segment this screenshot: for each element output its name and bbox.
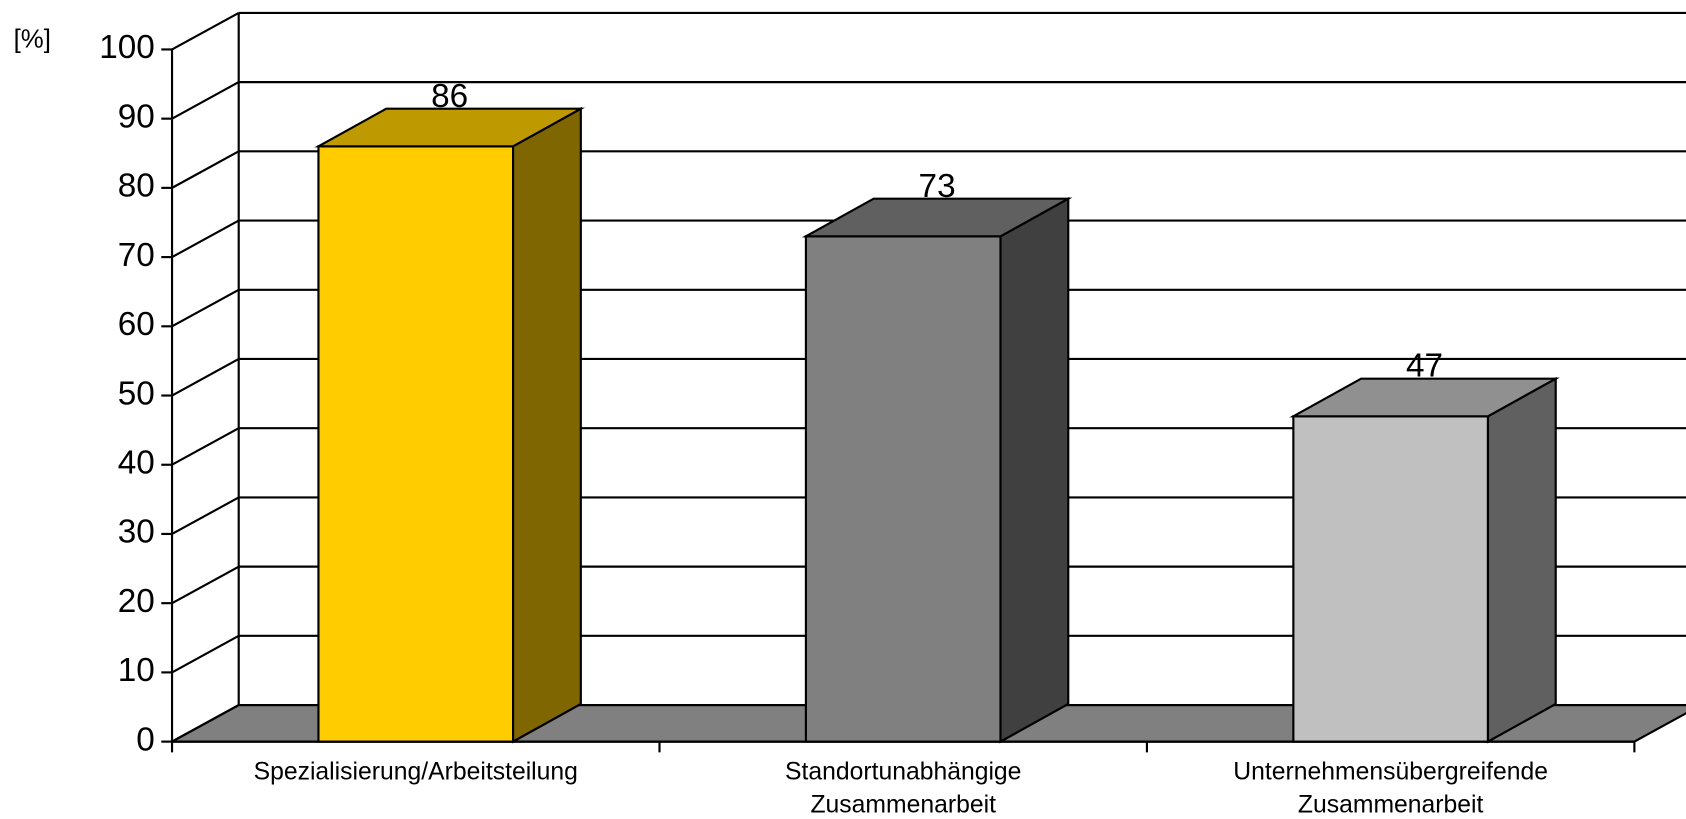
- x-tick-label: Standortunabhängige: [785, 758, 1021, 785]
- value-label: 73: [919, 168, 956, 205]
- bar-top: [1289, 377, 1560, 418]
- x-tick-label: Zusammenarbeit: [810, 792, 996, 819]
- side-grid-line: [171, 427, 240, 466]
- y-tick-label: 30: [118, 514, 155, 551]
- bar-top: [801, 197, 1073, 238]
- y-tick-label: 80: [118, 168, 155, 205]
- side-grid-line: [171, 150, 240, 189]
- x-tick-label: Spezialisierung/Arbeitsteilung: [254, 758, 578, 785]
- y-tick-label: 10: [118, 652, 155, 689]
- y-tick-label: 50: [118, 375, 155, 412]
- y-tick-label: 100: [99, 29, 155, 66]
- y-tick-label: 20: [118, 583, 155, 620]
- side-grid-line: [171, 496, 240, 535]
- y-tick-label: 90: [118, 98, 155, 135]
- x-tick-label: Unternehmensübergreifende: [1233, 758, 1548, 785]
- bar-top: [314, 107, 585, 148]
- bar-side: [512, 106, 582, 744]
- bar-front: [317, 145, 515, 743]
- side-grid-line: [171, 219, 240, 259]
- bar-front: [1292, 415, 1490, 743]
- side-grid-line: [171, 358, 240, 397]
- value-label: 86: [431, 78, 468, 115]
- side-grid-line: [171, 704, 240, 743]
- bar-front: [804, 235, 1002, 743]
- y-tick-label: 0: [136, 721, 155, 758]
- bar-side: [999, 196, 1070, 744]
- x-tick-label: Zusammenarbeit: [1298, 792, 1484, 819]
- side-grid-line: [171, 11, 240, 51]
- y-tick-label: 40: [118, 445, 155, 482]
- side-grid-line: [171, 565, 240, 605]
- side-grid-line: [171, 81, 240, 120]
- side-grid-line: [171, 288, 240, 328]
- bar-side: [1486, 376, 1557, 744]
- y-unit: [%]: [14, 26, 51, 54]
- y-tick-label: 70: [118, 237, 155, 274]
- side-grid-line: [171, 634, 240, 674]
- value-label: 47: [1406, 348, 1443, 385]
- y-tick-label: 60: [118, 306, 155, 343]
